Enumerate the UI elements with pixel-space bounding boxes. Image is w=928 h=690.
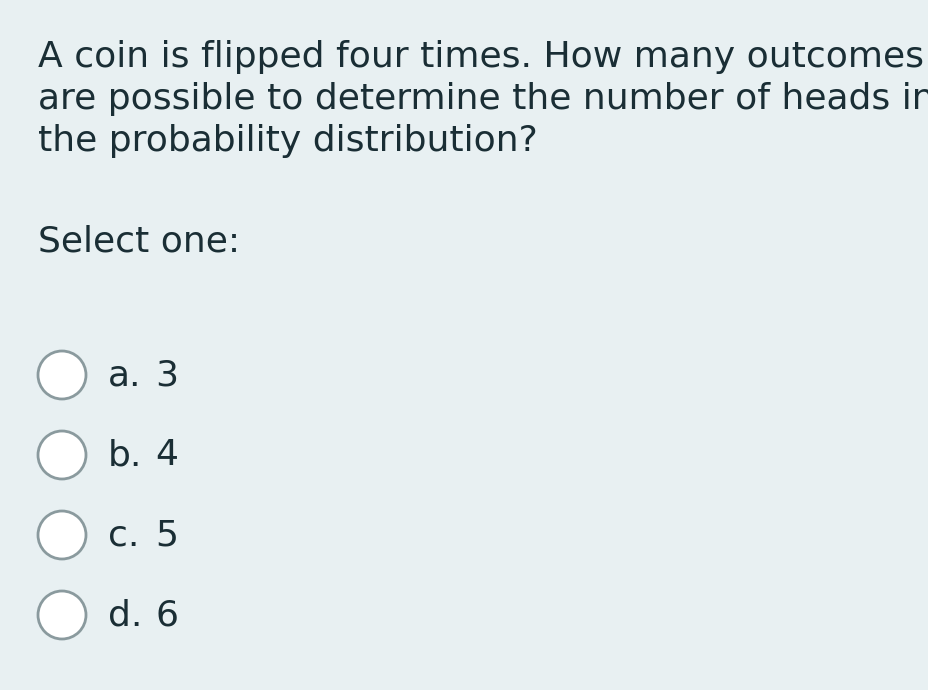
Text: 3: 3 [155, 358, 178, 392]
Text: b.: b. [108, 438, 142, 472]
Text: c.: c. [108, 518, 139, 552]
Text: 4: 4 [155, 438, 178, 472]
Text: the probability distribution?: the probability distribution? [38, 124, 537, 158]
Text: a.: a. [108, 358, 141, 392]
Text: d.: d. [108, 598, 142, 632]
Text: 6: 6 [155, 598, 178, 632]
Text: 5: 5 [155, 518, 178, 552]
Text: Select one:: Select one: [38, 225, 239, 259]
Text: are possible to determine the number of heads in: are possible to determine the number of … [38, 82, 928, 116]
Text: A coin is flipped four times. How many outcomes: A coin is flipped four times. How many o… [38, 40, 923, 74]
